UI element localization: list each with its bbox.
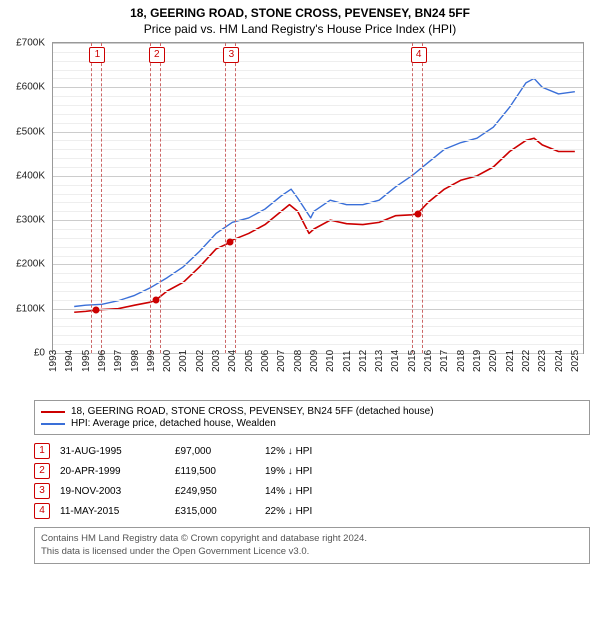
transaction-price: £249,950 [175, 486, 255, 497]
transaction-row: 3 19-NOV-2003 £249,950 14% ↓ HPI [34, 481, 590, 501]
transaction-date: 19-NOV-2003 [60, 486, 165, 497]
y-axis-label: £700K [16, 38, 45, 49]
page-subtitle: Price paid vs. HM Land Registry's House … [10, 22, 590, 36]
x-axis-label: 1996 [97, 350, 108, 372]
x-axis-label: 2024 [554, 350, 565, 372]
x-axis-label: 1994 [64, 350, 75, 372]
x-axis-label: 2012 [358, 350, 369, 372]
transaction-diff: 22% ↓ HPI [265, 506, 345, 517]
y-axis-label: £600K [16, 82, 45, 93]
marker-label: 3 [223, 47, 239, 63]
y-axis-label: £500K [16, 126, 45, 137]
y-axis-label: £0 [34, 348, 45, 359]
legend-label: HPI: Average price, detached house, Weal… [71, 418, 276, 429]
transaction-point [152, 297, 159, 304]
transaction-date: 20-APR-1999 [60, 466, 165, 477]
marker-label: 1 [89, 47, 105, 63]
legend-item-hpi: HPI: Average price, detached house, Weal… [41, 418, 583, 429]
x-axis-label: 1993 [48, 350, 59, 372]
x-axis-label: 2010 [325, 350, 336, 372]
x-axis-label: 2007 [276, 350, 287, 372]
x-axis-label: 2015 [407, 350, 418, 372]
x-axis-label: 2023 [537, 350, 548, 372]
transaction-row: 2 20-APR-1999 £119,500 19% ↓ HPI [34, 461, 590, 481]
x-axis-label: 2016 [423, 350, 434, 372]
legend-swatch [41, 411, 65, 413]
x-axis-label: 2019 [472, 350, 483, 372]
transaction-diff: 12% ↓ HPI [265, 446, 345, 457]
chart-plot-area: £0£100K£200K£300K£400K£500K£600K£700K 12… [52, 42, 584, 354]
x-axis-label: 2002 [195, 350, 206, 372]
y-axis-label: £200K [16, 259, 45, 270]
x-axis-label: 2020 [488, 350, 499, 372]
chart-legend: 18, GEERING ROAD, STONE CROSS, PEVENSEY,… [34, 400, 590, 435]
marker-band [412, 43, 423, 353]
x-axis-label: 2000 [162, 350, 173, 372]
transaction-row: 1 31-AUG-1995 £97,000 12% ↓ HPI [34, 441, 590, 461]
transactions-table: 1 31-AUG-1995 £97,000 12% ↓ HPI 2 20-APR-1999… [34, 441, 590, 521]
x-axis-label: 2001 [178, 350, 189, 372]
transaction-price: £97,000 [175, 446, 255, 457]
x-axis-label: 2005 [244, 350, 255, 372]
marker-band [225, 43, 236, 353]
legend-label: 18, GEERING ROAD, STONE CROSS, PEVENSEY,… [71, 406, 434, 417]
transaction-marker: 3 [34, 483, 50, 499]
transaction-diff: 19% ↓ HPI [265, 466, 345, 477]
transaction-marker: 4 [34, 503, 50, 519]
transaction-date: 11-MAY-2015 [60, 506, 165, 517]
x-axis-label: 1995 [81, 350, 92, 372]
marker-label: 2 [149, 47, 165, 63]
transaction-date: 31-AUG-1995 [60, 446, 165, 457]
transaction-price: £315,000 [175, 506, 255, 517]
x-axis-label: 2025 [570, 350, 581, 372]
transaction-point [414, 210, 421, 217]
transaction-marker: 1 [34, 443, 50, 459]
legend-item-price-paid: 18, GEERING ROAD, STONE CROSS, PEVENSEY,… [41, 406, 583, 417]
x-axis-label: 1997 [113, 350, 124, 372]
transaction-point [227, 239, 234, 246]
x-axis-label: 2017 [439, 350, 450, 372]
y-axis-label: £300K [16, 215, 45, 226]
transaction-diff: 14% ↓ HPI [265, 486, 345, 497]
transaction-marker: 2 [34, 463, 50, 479]
y-axis-label: £400K [16, 170, 45, 181]
x-axis-label: 2003 [211, 350, 222, 372]
marker-band [150, 43, 161, 353]
legend-swatch [41, 423, 65, 425]
y-axis-label: £100K [16, 303, 45, 314]
x-axis-label: 2006 [260, 350, 271, 372]
chart-svg [53, 43, 583, 353]
attribution-line: This data is licensed under the Open Gov… [41, 545, 583, 558]
attribution-box: Contains HM Land Registry data © Crown c… [34, 527, 590, 564]
transaction-price: £119,500 [175, 466, 255, 477]
chart-container: £0£100K£200K£300K£400K£500K£600K£700K 12… [52, 42, 590, 354]
x-axis-label: 2011 [342, 350, 353, 372]
x-axis-label: 2008 [293, 350, 304, 372]
x-axis-label: 2009 [309, 350, 320, 372]
attribution-line: Contains HM Land Registry data © Crown c… [41, 532, 583, 545]
x-axis-label: 2018 [456, 350, 467, 372]
x-axis-label: 2013 [374, 350, 385, 372]
x-axis-label: 2004 [227, 350, 238, 372]
x-axis-label: 2021 [505, 350, 516, 372]
transaction-row: 4 11-MAY-2015 £315,000 22% ↓ HPI [34, 501, 590, 521]
x-axis-label: 2014 [390, 350, 401, 372]
page-title: 18, GEERING ROAD, STONE CROSS, PEVENSEY,… [10, 6, 590, 20]
x-axis-label: 1998 [130, 350, 141, 372]
x-axis-label: 1999 [146, 350, 157, 372]
x-axis-label: 2022 [521, 350, 532, 372]
marker-label: 4 [411, 47, 427, 63]
transaction-point [93, 307, 100, 314]
